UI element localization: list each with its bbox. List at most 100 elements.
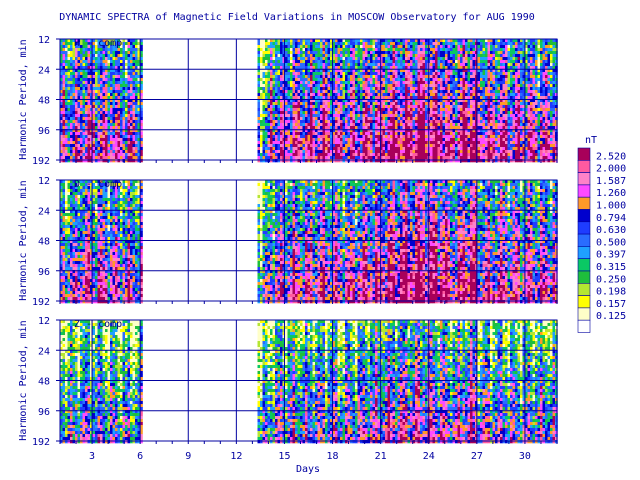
spectrum-cell [75, 78, 78, 82]
spectrum-cell [387, 129, 391, 133]
spectrum-cell [387, 132, 391, 136]
spectrum-cell [352, 75, 356, 79]
spectrum-cell [137, 45, 141, 49]
spectrum-cell [457, 60, 461, 64]
spectrum-cell [330, 102, 333, 106]
spectrum-cell [357, 147, 361, 151]
spectrum-cell [72, 57, 76, 61]
spectrum-cell [257, 156, 261, 160]
spectrum-cell [290, 51, 293, 55]
spectrum-cell [382, 153, 386, 157]
spectrum-cell [115, 135, 118, 139]
spectrum-cell [315, 72, 318, 76]
spectrum-cell [332, 129, 336, 133]
spectrum-cell [465, 123, 468, 127]
spectrum-cell [352, 135, 356, 139]
spectrum-cell [285, 111, 288, 115]
spectrum-cell [410, 120, 413, 124]
spectrum-cell [272, 111, 276, 115]
spectrum-cell [357, 48, 361, 52]
spectrum-cell [80, 63, 83, 67]
spectrum-cell [395, 72, 398, 76]
spectrum-cell [390, 96, 393, 100]
spectrum-cell [322, 39, 326, 43]
spectrum-cell [67, 153, 71, 157]
spectrum-cell [257, 75, 261, 79]
spectrum-cell [80, 66, 83, 70]
spectrum-cell [287, 54, 291, 58]
spectrum-cell [465, 69, 468, 73]
spectrum-cell [380, 108, 383, 112]
spectrum-cell [362, 108, 366, 112]
spectrum-cell [65, 48, 68, 52]
spectrum-cell [325, 66, 328, 70]
spectrum-cell [100, 105, 103, 109]
spectrum-cell [477, 114, 481, 118]
spectrum-cell [332, 51, 336, 55]
spectrum-cell [450, 144, 453, 148]
spectrum-cell [112, 63, 116, 67]
spectrum-cell [297, 105, 301, 109]
spectrum-cell [327, 45, 331, 49]
spectrum-cell [430, 93, 433, 97]
spectrum-cell [432, 48, 436, 52]
spectrum-cell [117, 120, 121, 124]
spectrum-cell [62, 66, 66, 70]
spectrum-cell [102, 114, 106, 118]
spectrum-cell [80, 75, 83, 79]
spectrum-cell [425, 90, 428, 94]
spectrum-cell [82, 60, 86, 64]
spectrum-cell [295, 75, 298, 79]
spectrum-cell [410, 132, 413, 136]
spectrum-cell [130, 123, 133, 127]
spectrum-cell [117, 72, 121, 76]
spectrum-cell [280, 63, 283, 67]
spectrum-cell [315, 126, 318, 130]
spectrum-cell [437, 135, 441, 139]
spectrum-cell [107, 108, 111, 112]
spectrum-cell [327, 84, 331, 88]
spectrum-cell [407, 126, 411, 130]
spectrum-cell [472, 54, 476, 58]
spectrum-cell [352, 93, 356, 97]
spectrum-cell [405, 105, 408, 109]
spectrum-cell [122, 156, 126, 160]
spectrum-cell [450, 51, 453, 55]
spectrum-cell [335, 123, 338, 127]
spectrum-cell [62, 111, 66, 115]
spectrum-cell [415, 111, 418, 115]
spectrum-cell [312, 132, 316, 136]
spectrum-cell [292, 96, 296, 100]
spectrum-cell [412, 93, 416, 97]
spectrum-cell [457, 114, 461, 118]
spectrum-cell [337, 78, 341, 82]
spectrum-cell [120, 84, 123, 88]
spectrum-cell [355, 93, 358, 97]
spectrum-cell [305, 93, 308, 97]
spectrum-cell [357, 99, 361, 103]
spectrum-cell [332, 75, 336, 79]
spectrum-cell [327, 81, 331, 85]
spectrum-cell [452, 135, 456, 139]
spectrum-cell [95, 144, 98, 148]
spectrum-cell [440, 129, 443, 133]
spectrum-cell [305, 156, 308, 160]
spectrum-cell [327, 105, 331, 109]
spectrum-cell [87, 144, 91, 148]
spectrum-cell [380, 105, 383, 109]
spectrum-cell [267, 129, 271, 133]
spectrum-cell [442, 120, 446, 124]
spectrum-cell [95, 69, 98, 73]
spectrum-cell [395, 135, 398, 139]
spectrum-cell [372, 156, 376, 160]
spectrum-cell [472, 60, 476, 64]
spectrum-cell [325, 57, 328, 61]
spectrum-cell [90, 57, 93, 61]
spectrum-cell [327, 90, 331, 94]
spectrum-cell [287, 111, 291, 115]
spectrum-cell [460, 105, 463, 109]
spectrum-cell [412, 87, 416, 91]
spectrum-cell [342, 135, 346, 139]
spectrum-cell [92, 123, 96, 127]
spectrum-cell [292, 156, 296, 160]
